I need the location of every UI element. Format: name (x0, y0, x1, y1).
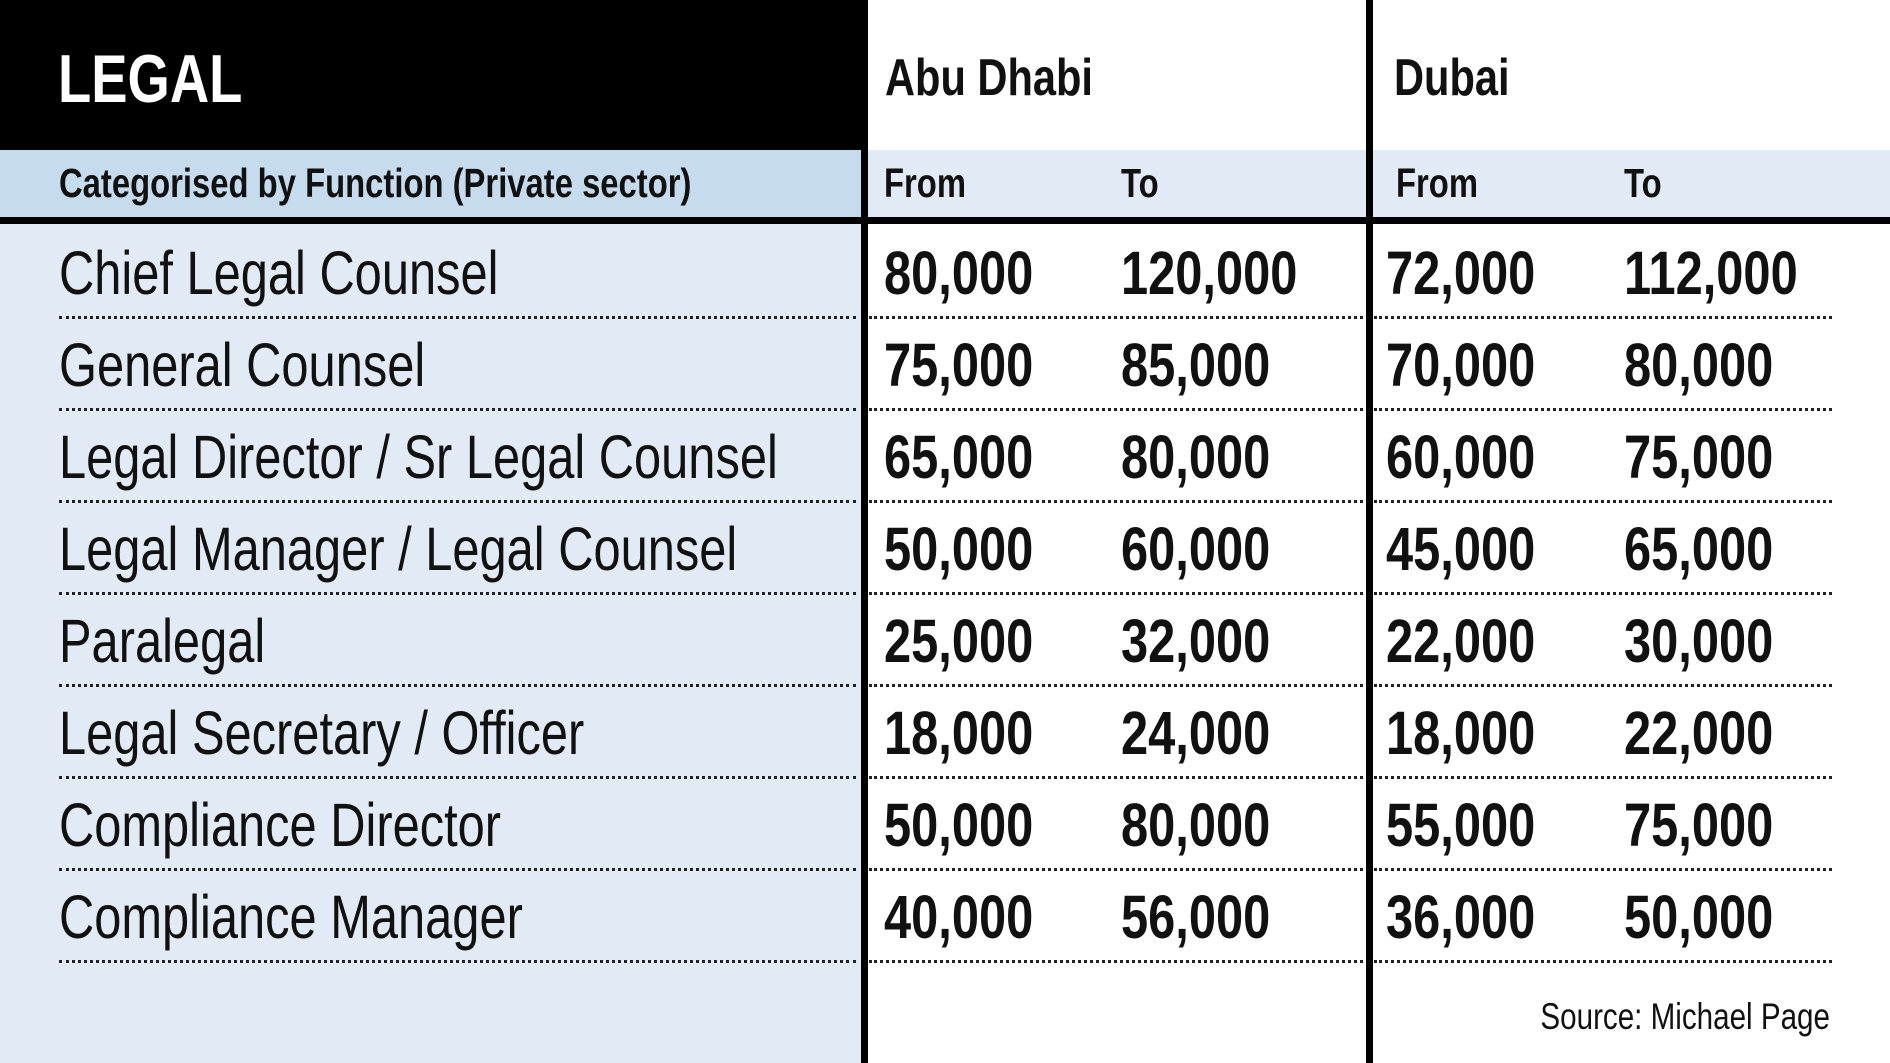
role-label: General Counsel (59, 331, 426, 399)
dubai-to-value: 22,000 (1624, 699, 1774, 767)
abu-dhabi-to-value: 80,000 (1121, 791, 1271, 859)
row-divider (1374, 960, 1832, 963)
abu-dhabi-to-value: 56,000 (1121, 883, 1271, 951)
title-bar: LEGAL (0, 0, 865, 150)
row-divider (59, 592, 856, 595)
column-divider-right (1366, 0, 1373, 1063)
dubai-to-header: To (1624, 160, 1662, 206)
row-divider (869, 500, 1363, 503)
abu-dhabi-from-value: 25,000 (884, 607, 1034, 675)
row-divider (59, 684, 856, 687)
role-label: Legal Secretary / Officer (59, 699, 585, 767)
abu-dhabi-from-value: 50,000 (884, 515, 1034, 583)
dubai-to-value: 112,000 (1624, 239, 1798, 307)
row-divider (1374, 684, 1832, 687)
abu-dhabi-to-value: 120,000 (1121, 239, 1298, 307)
table-row: Legal Director / Sr Legal Counsel 65,000 8… (0, 408, 1890, 503)
row-divider (869, 868, 1363, 871)
table-row: Chief Legal Counsel 80,000 120,000 72,000 11… (0, 224, 1890, 319)
row-divider (59, 776, 856, 779)
row-divider (1374, 776, 1832, 779)
dubai-from-value: 18,000 (1386, 699, 1536, 767)
row-divider (1374, 408, 1832, 411)
table-row: Paralegal 25,000 32,000 22,000 30,000 (0, 592, 1890, 687)
dubai-from-value: 22,000 (1386, 607, 1536, 675)
dubai-from-value: 72,000 (1386, 239, 1536, 307)
dubai-from-header: From (1396, 160, 1478, 206)
dubai-to-value: 30,000 (1624, 607, 1774, 675)
region-header-dubai: Dubai (1394, 49, 1510, 107)
dubai-from-value: 36,000 (1386, 883, 1536, 951)
abu-dhabi-to-value: 24,000 (1121, 699, 1271, 767)
row-divider (1374, 500, 1832, 503)
role-label: Compliance Manager (59, 883, 523, 951)
abu-dhabi-to-value: 85,000 (1121, 331, 1271, 399)
abu-dhabi-from-value: 40,000 (884, 883, 1034, 951)
abu-dhabi-to-value: 60,000 (1121, 515, 1271, 583)
row-divider (59, 868, 856, 871)
dubai-from-value: 70,000 (1386, 331, 1536, 399)
abu-dhabi-to-value: 80,000 (1121, 423, 1271, 491)
source-credit-text: Source: Michael Page (1540, 996, 1830, 1037)
table-row: Compliance Director 50,000 80,000 55,000 75,… (0, 776, 1890, 871)
source-credit: Source: Michael Page (1468, 994, 1830, 1040)
row-divider (59, 316, 856, 319)
dubai-from-value: 45,000 (1386, 515, 1536, 583)
table-row: Compliance Manager 40,000 56,000 36,000 50,0… (0, 868, 1890, 963)
abu-dhabi-from-value: 65,000 (884, 423, 1034, 491)
role-label: Compliance Director (59, 791, 502, 859)
row-divider (59, 960, 856, 963)
subheader-category-cell (0, 150, 865, 223)
row-divider (1374, 316, 1832, 319)
table-row: General Counsel 75,000 85,000 70,000 80,000 (0, 316, 1890, 411)
dubai-to-value: 75,000 (1624, 791, 1774, 859)
abu-dhabi-from-value: 80,000 (884, 239, 1034, 307)
header-rule (0, 217, 1890, 224)
row-divider (869, 776, 1363, 779)
role-label: Legal Manager / Legal Counsel (59, 515, 738, 583)
category-header: Categorised by Function (Private sector) (59, 160, 692, 206)
row-divider (869, 408, 1363, 411)
row-divider (869, 592, 1363, 595)
dubai-from-value: 55,000 (1386, 791, 1536, 859)
row-divider (869, 684, 1363, 687)
row-divider (1374, 592, 1832, 595)
abu-dhabi-to-header: To (1121, 160, 1159, 206)
abu-dhabi-from-value: 50,000 (884, 791, 1034, 859)
role-label: Paralegal (59, 607, 266, 675)
dubai-to-value: 65,000 (1624, 515, 1774, 583)
row-divider (59, 408, 856, 411)
row-divider (869, 316, 1363, 319)
row-divider (59, 500, 856, 503)
abu-dhabi-to-value: 32,000 (1121, 607, 1271, 675)
role-label: Chief Legal Counsel (59, 239, 499, 307)
dubai-to-value: 80,000 (1624, 331, 1774, 399)
row-divider (1374, 868, 1832, 871)
region-header-abu-dhabi: Abu Dhabi (885, 49, 1093, 107)
table-row: Legal Secretary / Officer 18,000 24,000 18,… (0, 684, 1890, 779)
table-row: Legal Manager / Legal Counsel 50,000 60,00… (0, 500, 1890, 595)
abu-dhabi-from-header: From (884, 160, 966, 206)
row-divider (869, 960, 1363, 963)
page-title: LEGAL (58, 41, 243, 117)
abu-dhabi-from-value: 18,000 (884, 699, 1034, 767)
dubai-to-value: 75,000 (1624, 423, 1774, 491)
abu-dhabi-from-value: 75,000 (884, 331, 1034, 399)
dubai-from-value: 60,000 (1386, 423, 1536, 491)
subheader-from-to-row (865, 150, 1890, 223)
role-label: Legal Director / Sr Legal Counsel (59, 423, 778, 491)
column-divider-left (861, 0, 868, 1063)
dubai-to-value: 50,000 (1624, 883, 1774, 951)
